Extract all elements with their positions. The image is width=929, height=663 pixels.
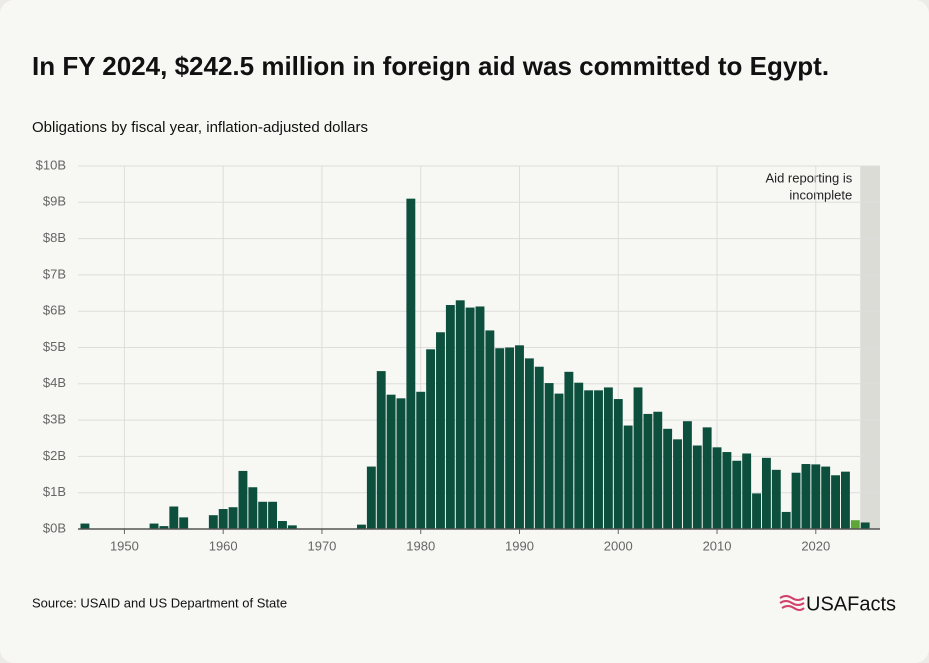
bar — [584, 390, 594, 529]
bar — [692, 445, 702, 529]
bar — [682, 421, 692, 529]
bar — [455, 300, 465, 529]
bar — [791, 472, 801, 529]
bar — [840, 471, 850, 529]
y-tick-label: $1B — [43, 484, 66, 499]
bar — [287, 525, 297, 529]
bar — [594, 390, 603, 529]
annotation: incomplete — [789, 187, 852, 202]
y-tick-label: $7B — [43, 266, 66, 281]
x-tick-label: 2010 — [703, 538, 732, 553]
bar — [238, 470, 248, 529]
bar — [524, 358, 534, 529]
bar — [495, 348, 505, 529]
x-tick-label: 1980 — [406, 538, 435, 553]
chart-subtitle: Obligations by fiscal year, inflation-ad… — [32, 119, 368, 136]
x-tick-label: 1960 — [209, 538, 238, 553]
bar — [258, 501, 268, 529]
logo: USAFacts — [806, 593, 896, 615]
bar — [179, 517, 189, 529]
bar — [771, 469, 781, 529]
bar — [633, 387, 643, 529]
annotation: Aid reporting is — [766, 170, 853, 185]
y-tick-label: $4B — [43, 375, 66, 390]
bar — [357, 524, 366, 529]
bar — [376, 371, 386, 529]
bar — [515, 345, 524, 529]
bar — [663, 428, 673, 529]
bar — [426, 349, 436, 529]
bar — [485, 330, 495, 529]
x-tick-label: 2000 — [604, 538, 633, 553]
bar — [416, 391, 426, 529]
bar — [218, 509, 228, 529]
bar — [386, 394, 396, 529]
x-tick-label: 1970 — [307, 538, 336, 553]
y-tick-label: $5B — [43, 339, 66, 354]
bar — [396, 398, 406, 529]
bar — [712, 447, 722, 529]
bar — [643, 413, 653, 529]
bar — [801, 464, 811, 529]
bar — [574, 382, 584, 529]
bar — [831, 475, 840, 529]
bar — [742, 453, 752, 529]
bar — [366, 466, 376, 529]
bar — [653, 411, 663, 529]
x-tick-label: 1950 — [110, 538, 139, 553]
bar — [208, 515, 218, 529]
bar — [732, 460, 742, 529]
bar — [811, 464, 821, 529]
y-tick-label: $8B — [43, 230, 66, 245]
bar — [673, 439, 682, 529]
bar — [623, 425, 633, 529]
bar — [554, 393, 564, 529]
bar — [544, 383, 554, 529]
chart-title: In FY 2024, $242.5 million in foreign ai… — [32, 51, 829, 81]
bar — [603, 387, 613, 529]
bar — [228, 507, 238, 529]
bar — [159, 526, 169, 529]
bar — [534, 366, 544, 529]
bar — [445, 305, 455, 529]
y-tick-label: $0B — [43, 520, 66, 535]
bar — [436, 332, 445, 529]
bar — [722, 452, 732, 529]
bar — [564, 371, 574, 529]
bar — [169, 506, 179, 529]
y-tick-label: $9B — [43, 194, 66, 209]
bar — [465, 307, 475, 529]
bar — [248, 487, 258, 529]
x-tick-label: 2020 — [801, 538, 830, 553]
bar — [752, 493, 761, 529]
bar — [821, 466, 831, 529]
bar — [613, 399, 623, 529]
bar — [80, 523, 90, 529]
bar — [702, 427, 712, 529]
logo-icon — [779, 595, 805, 611]
y-tick-label: $6B — [43, 303, 66, 318]
y-tick-label: $3B — [43, 412, 66, 427]
bar — [860, 522, 870, 529]
bar — [406, 198, 416, 530]
bar — [761, 457, 771, 529]
bar — [850, 520, 860, 529]
y-tick-label: $10B — [36, 157, 66, 172]
source: Source: USAID and US Department of State — [32, 595, 287, 610]
x-tick-label: 1990 — [505, 538, 534, 553]
bar — [505, 347, 515, 529]
y-tick-label: $2B — [43, 448, 66, 463]
bar — [475, 306, 485, 529]
bar — [268, 501, 278, 529]
bar — [149, 523, 159, 529]
bar — [278, 521, 287, 529]
bar — [781, 511, 791, 529]
